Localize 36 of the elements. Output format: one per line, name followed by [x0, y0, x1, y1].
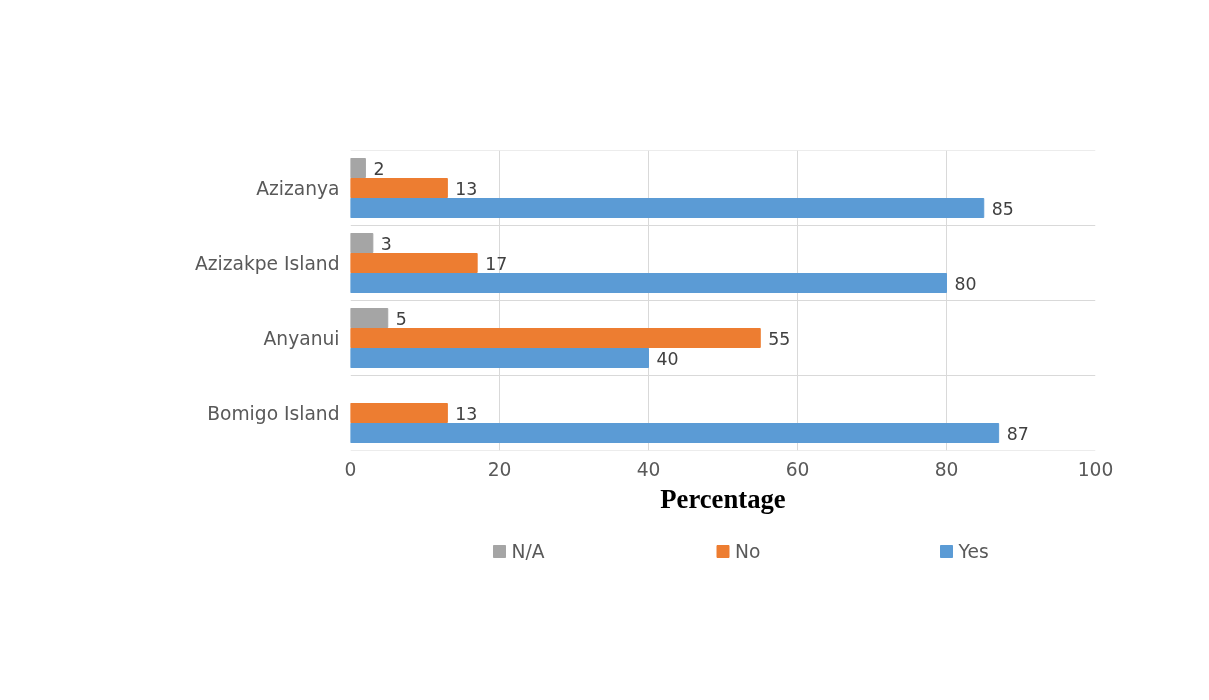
- legend-label: Yes: [957, 541, 989, 562]
- data-label: 17: [485, 253, 508, 274]
- data-label: 13: [455, 403, 478, 424]
- data-label: 87: [1006, 423, 1029, 444]
- data-label: 2: [373, 158, 385, 179]
- data-label: 40: [656, 348, 679, 369]
- y-tick-label: Anyanui: [263, 327, 340, 349]
- bar: [350, 158, 366, 178]
- x-tick-label: 0: [344, 458, 357, 480]
- x-tick-label: 40: [636, 458, 661, 480]
- bar: [350, 423, 1000, 443]
- data-label: 80: [954, 273, 977, 294]
- x-tick-label: 20: [487, 458, 512, 480]
- x-tick-label: 100: [1077, 458, 1114, 480]
- bar: [350, 253, 478, 273]
- bar: [350, 403, 448, 423]
- legend-label: No: [735, 541, 761, 562]
- data-label: 5: [395, 308, 407, 329]
- bar: [350, 233, 374, 253]
- legend-label: N/A: [511, 541, 545, 562]
- y-tick-label: Azizakpe Island: [194, 252, 340, 274]
- bar: [350, 308, 389, 328]
- data-label: 85: [991, 198, 1014, 219]
- x-tick-label: 80: [934, 458, 959, 480]
- bar: [350, 178, 448, 198]
- y-tick-label: Bomigo Island: [207, 402, 340, 424]
- bar: [350, 348, 649, 368]
- bar: [350, 198, 985, 218]
- bar: [350, 273, 947, 293]
- data-label: 13: [455, 178, 478, 199]
- data-label: 55: [768, 328, 791, 349]
- x-axis-title: Percentage: [660, 483, 786, 514]
- y-tick-label: Azizanya: [256, 177, 340, 199]
- x-tick-label: 60: [785, 458, 810, 480]
- bar: [350, 328, 761, 348]
- data-label: 3: [380, 233, 392, 254]
